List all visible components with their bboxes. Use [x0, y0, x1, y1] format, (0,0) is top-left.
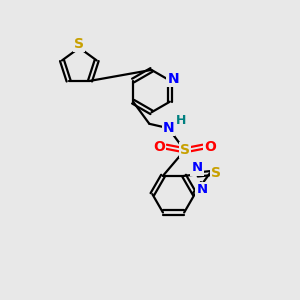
- Text: N: N: [163, 121, 174, 135]
- Text: N: N: [168, 72, 179, 86]
- Text: S: S: [211, 166, 221, 180]
- Text: N: N: [191, 161, 203, 175]
- Text: N: N: [196, 183, 208, 196]
- Text: O: O: [204, 140, 216, 154]
- Text: H: H: [176, 114, 186, 127]
- Text: S: S: [180, 143, 190, 157]
- Text: S: S: [74, 37, 84, 51]
- Text: O: O: [153, 140, 165, 154]
